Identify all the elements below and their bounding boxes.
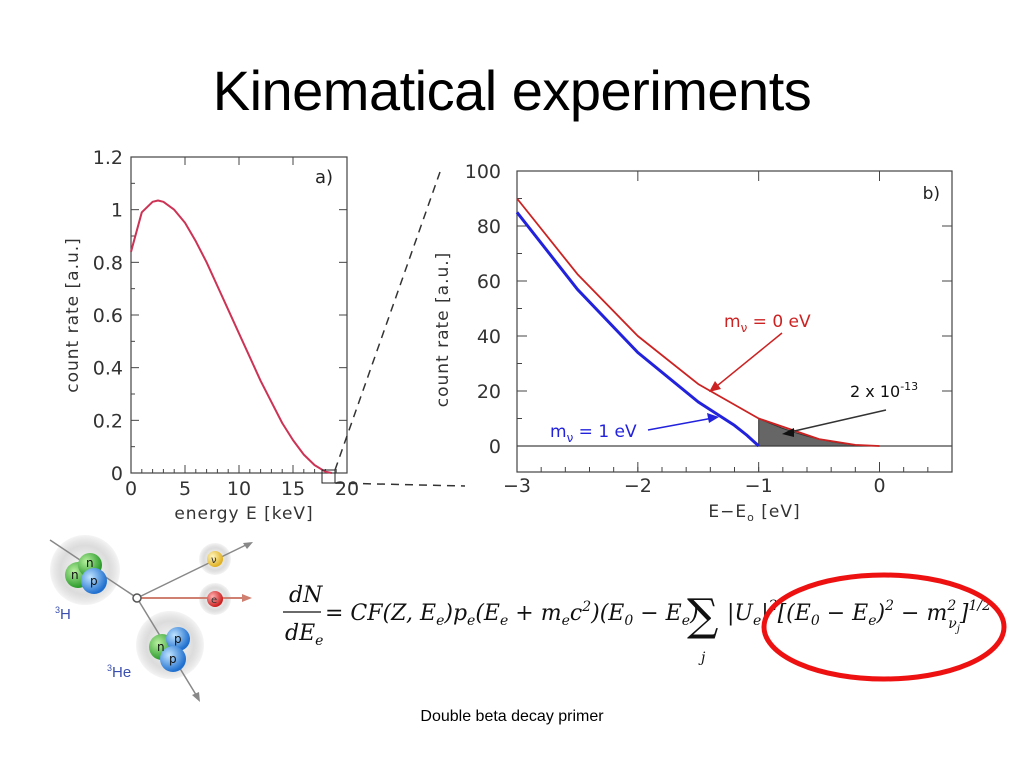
series-line-massless <box>516 197 880 447</box>
annotation-fraction-arrowhead <box>782 428 794 437</box>
x-tick-label-b: −2 <box>624 475 652 497</box>
annotation-m1-value: = 1 eV <box>573 422 637 442</box>
annotation-m1-arrowhead <box>707 413 719 423</box>
x-tick-label-b: −1 <box>745 475 773 497</box>
y-tick-label-a: 0 <box>111 463 123 485</box>
y-tick-label-a: 0.2 <box>93 410 123 432</box>
annotation-m0-value: = 0 eV <box>747 312 811 332</box>
he3-proton-2 <box>160 646 186 672</box>
eq-sum-index: j <box>698 650 706 666</box>
panel-label-b: b) <box>923 184 940 204</box>
eq-lhs-denominator: dEe <box>285 621 323 649</box>
y-tick-label-b: 20 <box>477 381 501 403</box>
antineutrino-label: ν <box>211 555 217 566</box>
y-tick-label-b: 60 <box>477 271 501 293</box>
y-tick-label-a: 0.4 <box>93 358 123 380</box>
annotation-m0-arrowhead <box>709 381 721 392</box>
x-tick-label-a: 0 <box>125 478 137 500</box>
annotation-fraction: 2 x 10-13 <box>850 380 918 401</box>
y-tick-label-a: 1.2 <box>93 147 123 169</box>
y-tick-label-a: 0.6 <box>93 305 123 327</box>
recoil-arrowhead <box>192 692 200 702</box>
beta-spectrum-equation: dN dEe = CF(Z, Ee)pe(Ee + mec2)(E0 − Ee)… <box>283 572 1007 682</box>
electron-label: e <box>211 595 217 606</box>
panel-label-a: a) <box>315 167 333 188</box>
y-tick-label-b: 40 <box>477 326 501 348</box>
slide-footer: Double beta decay primer <box>420 708 604 725</box>
x-axis-label-b-main: E−E <box>708 502 747 522</box>
slide-title: Kinematical experiments <box>212 59 812 122</box>
x-tick-label-a: 10 <box>227 478 251 500</box>
x-axis-label-b-unit: [eV] <box>755 502 801 522</box>
x-axis-label-b-sub: o <box>747 511 755 524</box>
y-axis-label-a: count rate [a.u.] <box>63 237 83 393</box>
annotation-fraction-base: 2 x 10 <box>850 382 900 401</box>
decay-vertex <box>132 593 142 603</box>
neutrino-track <box>136 542 251 599</box>
he3-n-label: n <box>157 640 165 654</box>
h3-proton <box>81 568 107 594</box>
annotation-m1: mν = 1 eV <box>550 422 637 445</box>
eq-rhs-part-2: |Ue|2[(E0 − Ee)2 − m2 νj]1/2 <box>727 598 991 635</box>
x-tick-label-b: 0 <box>873 475 885 497</box>
annotation-fraction-arrow <box>789 409 887 433</box>
tritium-decay-diagram: n n p n p p ν e 3H 3He <box>49 535 253 702</box>
h3-p-label: p <box>90 574 98 588</box>
eq-lhs-numerator: dN <box>289 583 323 608</box>
he3-label: 3He <box>107 663 131 681</box>
x-axis-label-b: E−Eo [eV] <box>708 502 800 524</box>
series-line-massive <box>515 211 760 448</box>
annotation-m0: mν = 0 eV <box>724 312 811 335</box>
eq-sum-symbol: ∑ <box>687 590 718 641</box>
x-tick-label-a: 15 <box>281 478 305 500</box>
y-tick-label-a: 0.8 <box>93 252 123 274</box>
eq-rhs-part-1: = CF(Z, Ee)pe(Ee + mec2)(E0 − Ee) <box>325 599 699 629</box>
equation-highlight-ellipse <box>761 572 1007 682</box>
h3-n-label-2: n <box>86 556 94 570</box>
annotation-m1-arrow <box>647 417 714 431</box>
annotation-m1-prefix: m <box>550 422 567 442</box>
annotation-m0-arrow <box>711 332 783 391</box>
electron-arrowhead <box>242 594 252 602</box>
series-line-a <box>130 199 333 474</box>
h3-label: 3H <box>55 605 71 623</box>
zoom-link-lower <box>334 482 466 487</box>
h3-n-label-1: n <box>71 568 79 582</box>
y-tick-label-b: 80 <box>477 216 501 238</box>
annotation-m0-prefix: m <box>724 312 741 332</box>
x-axis-label-a: energy E [keV] <box>174 504 313 524</box>
y-axis-label-b: count rate [a.u.] <box>433 252 453 408</box>
zoom-region-marker <box>321 469 336 484</box>
annotation-m1-sub: ν <box>567 431 574 445</box>
y-tick-label-b: 100 <box>465 161 501 183</box>
he3-proton-1 <box>166 627 190 651</box>
x-tick-label-a: 5 <box>179 478 191 500</box>
he3-p-label-2: p <box>169 652 177 666</box>
neutrino-arrowhead <box>243 542 253 549</box>
annotation-m0-sub: ν <box>741 321 748 335</box>
he3-p-label-1: p <box>174 632 182 646</box>
annotation-fraction-exp: -13 <box>900 380 918 393</box>
y-tick-label-b: 0 <box>489 436 501 458</box>
x-tick-label-b: −3 <box>503 475 531 497</box>
antineutrino-particle <box>207 551 223 567</box>
zoom-link-upper <box>334 171 441 471</box>
endpoint-shaded-area <box>758 417 880 447</box>
y-tick-label-a: 1 <box>111 200 123 222</box>
electron-particle <box>207 591 223 607</box>
